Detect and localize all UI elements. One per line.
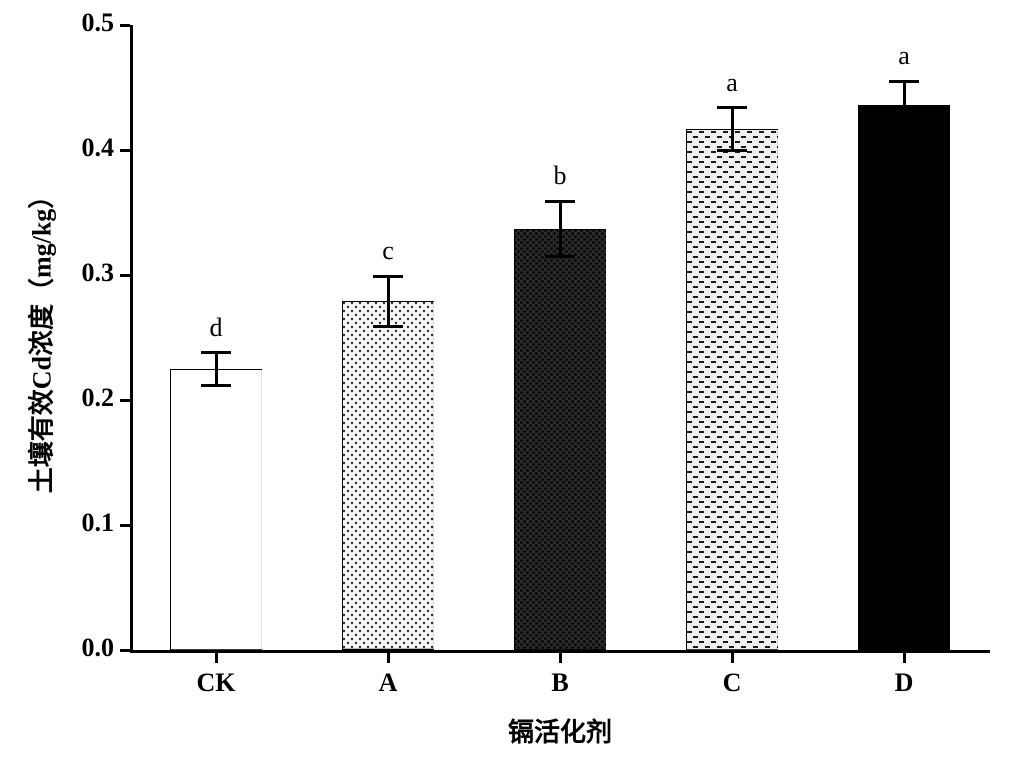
x-tick: [215, 653, 218, 663]
y-tick-label: 0.5: [82, 8, 115, 38]
error-bar-cap-top: [201, 351, 231, 354]
bar: [514, 229, 607, 650]
significance-label: a: [726, 68, 738, 98]
error-bar-cap-bottom: [717, 149, 747, 152]
bar: [170, 369, 263, 650]
significance-label: d: [210, 313, 223, 343]
error-bar-cap-top: [717, 106, 747, 109]
y-axis-line: [130, 25, 133, 653]
y-tick-label: 0.3: [82, 258, 115, 288]
y-tick-label: 0.1: [82, 508, 115, 538]
x-tick: [387, 653, 390, 663]
significance-label: c: [382, 236, 394, 266]
x-tick: [903, 653, 906, 663]
error-bar-stem: [387, 276, 390, 326]
bar: [342, 301, 435, 650]
y-tick: [120, 399, 130, 402]
y-tick-label: 0.4: [82, 133, 115, 163]
error-bar-stem: [559, 201, 562, 256]
y-tick: [120, 24, 130, 27]
y-tick: [120, 524, 130, 527]
x-tick: [559, 653, 562, 663]
x-category-label: A: [379, 668, 398, 698]
error-bar-cap-bottom: [889, 127, 919, 130]
x-category-label: B: [551, 668, 568, 698]
error-bar-cap-top: [545, 200, 575, 203]
error-bar-cap-bottom: [545, 255, 575, 258]
soil-cd-bar-chart: 土壤有效Cd浓度（mg/kg） 镉活化剂 0.0 0.1 0.2 0.3 0.4 0.5 C…: [0, 0, 1015, 767]
error-bar-cap-top: [373, 275, 403, 278]
significance-label: b: [554, 161, 567, 191]
error-bar-stem: [903, 81, 906, 129]
y-tick: [120, 149, 130, 152]
significance-label: a: [898, 41, 910, 71]
error-bar-stem: [731, 108, 734, 151]
x-category-label: D: [895, 668, 914, 698]
x-category-label: C: [723, 668, 742, 698]
bar: [686, 129, 779, 650]
x-axis-label: 镉活化剂: [508, 712, 612, 749]
error-bar-cap-top: [889, 80, 919, 83]
y-tick: [120, 274, 130, 277]
error-bar-cap-bottom: [373, 325, 403, 328]
x-category-label: CK: [197, 668, 236, 698]
y-tick-label: 0.0: [82, 633, 115, 663]
y-tick-label: 0.2: [82, 383, 115, 413]
x-tick: [731, 653, 734, 663]
error-bar-cap-bottom: [201, 384, 231, 387]
y-tick: [120, 649, 130, 652]
y-axis-label: 土壤有效Cd浓度（mg/kg）: [22, 182, 59, 493]
bar: [858, 105, 951, 650]
error-bar-stem: [215, 353, 218, 386]
